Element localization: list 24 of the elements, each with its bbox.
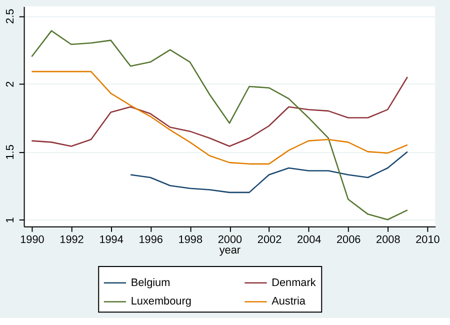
y-tick-label: 2 [4, 81, 16, 88]
legend-label: Belgium [130, 276, 170, 289]
line-series [31, 76, 408, 147]
x-tick-label: 2002 [257, 234, 282, 246]
line-series [130, 151, 408, 194]
legend-label: Austria [272, 296, 306, 308]
legend-label: Denmark [272, 276, 316, 289]
line-series [31, 70, 408, 165]
x-tick-label: 2004 [296, 234, 322, 246]
x-tick-label: 2010 [416, 234, 440, 246]
x-tick-label: 2008 [376, 234, 400, 246]
x-tick-label: 1998 [178, 234, 203, 246]
x-tick-label: 2000 [218, 234, 242, 246]
x-tick-label: 1996 [138, 234, 163, 246]
y-tick-label: 1 [4, 217, 16, 224]
x-tick-label: 2006 [336, 234, 361, 246]
x-tick-label: 1992 [60, 234, 84, 246]
x-tick-label: 1990 [20, 234, 44, 246]
y-tick-label: 1.5 [4, 144, 16, 160]
x-axis-title: year [219, 244, 241, 257]
legend-label: Luxembourg [130, 296, 192, 308]
line-series [31, 30, 408, 220]
y-tick-label: 2.5 [4, 8, 16, 24]
x-tick-label: 1994 [99, 234, 124, 246]
